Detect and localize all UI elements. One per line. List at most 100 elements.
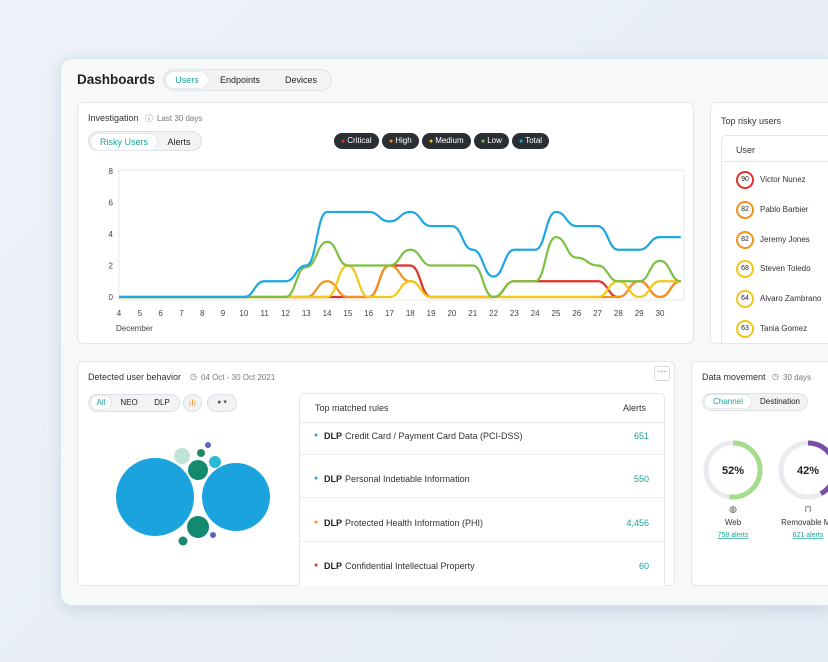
rule-name: Personal Indetiable Information — [345, 474, 470, 485]
legend-swatch: ● — [481, 138, 488, 145]
bubble — [187, 516, 209, 538]
bubble — [197, 449, 205, 457]
x-tick-label: 30 — [656, 309, 665, 318]
tab[interactable]: Channel — [705, 395, 751, 408]
tab[interactable]: All — [91, 396, 111, 409]
channel-name: Removable Me — [781, 518, 828, 527]
donut-label: 52% — [722, 465, 744, 477]
more-button[interactable]: ··· — [654, 366, 670, 381]
clock-icon: ◷ — [772, 372, 779, 381]
y-tick-label: 2 — [109, 262, 114, 271]
x-tick-label: 22 — [489, 309, 498, 318]
period: 30 days — [783, 373, 812, 382]
x-tick-label: 13 — [302, 309, 311, 318]
risk-score: 90 — [736, 171, 754, 189]
risk-score: 82 — [736, 200, 754, 219]
rule-tag: DLP — [324, 474, 342, 485]
legend-label: Medium — [435, 136, 464, 145]
bubble — [178, 536, 188, 546]
legend-label: Total — [525, 136, 543, 145]
tab[interactable]: Users — [166, 72, 208, 88]
user-name[interactable]: Alvaro Zambrano — [760, 294, 822, 304]
user-name[interactable]: Jeremy Jones — [760, 234, 810, 244]
risk-score: 63 — [736, 320, 754, 338]
x-axis-label: December — [116, 324, 153, 333]
panel-title: Investigation — [88, 113, 139, 123]
page-title: Dashboards — [77, 72, 156, 87]
y-tick-label: 6 — [109, 199, 114, 208]
risk-score: 68 — [736, 260, 754, 279]
bubbles — [116, 442, 270, 546]
tab[interactable]: NEO — [120, 398, 138, 407]
user-table — [721, 135, 828, 344]
risk-score: 82 — [736, 230, 754, 249]
rule-alerts: 4,456 — [626, 517, 649, 528]
rule-dot: ● — [314, 561, 319, 569]
bubble — [205, 442, 211, 448]
legend-item[interactable]: ● Low — [474, 133, 509, 149]
series-line — [119, 210, 681, 299]
dropdown[interactable]: ● ▾ — [207, 394, 237, 412]
legend-swatch: ● — [341, 138, 348, 145]
channel-alerts[interactable]: 758 alerts — [718, 532, 749, 539]
y-tick-label: 8 — [109, 167, 114, 176]
x-tick-label: 8 — [200, 309, 205, 318]
tab[interactable]: Risky Users — [91, 134, 157, 150]
x-tick-label: 7 — [179, 309, 184, 318]
rules-table — [299, 393, 665, 586]
user-name[interactable]: Victor Nunez — [760, 175, 806, 184]
x-tick-label: 24 — [531, 309, 540, 318]
divider — [300, 422, 664, 423]
donut-label: 42% — [797, 465, 819, 477]
tab[interactable]: Endpoints — [219, 75, 261, 85]
channel-icon: ⊓ — [804, 504, 811, 514]
series-line — [119, 264, 681, 299]
rule-name: Credit Card / Payment Card Data (PCI-DSS… — [345, 431, 523, 441]
x-tick-label: 19 — [427, 309, 436, 318]
x-tick-label: 18 — [406, 309, 415, 318]
rule-alerts: 60 — [638, 560, 649, 571]
tab-bar: Users Endpoints Devices — [163, 69, 332, 91]
user-name[interactable]: Tania Gomez — [760, 324, 808, 333]
donut-arc — [703, 440, 763, 500]
x-tick-label: 14 — [323, 309, 332, 318]
x-tick-label: 25 — [552, 309, 561, 318]
legend-item[interactable]: ● High — [382, 133, 419, 149]
x-tick-label: 16 — [364, 309, 373, 318]
rule-tag: DLP — [324, 560, 342, 571]
legend-item[interactable]: ● Medium — [422, 133, 471, 149]
channel-icon: ◍ — [729, 504, 737, 514]
bubble — [210, 532, 216, 538]
channel-alerts[interactable]: 621 alerts — [793, 532, 824, 539]
tab[interactable]: Alerts — [167, 137, 191, 147]
channel-name: Web — [725, 518, 742, 527]
tab[interactable]: Destination — [759, 397, 801, 406]
column-header: Alerts — [623, 403, 647, 413]
toggle: Channel Destination — [702, 393, 808, 411]
period: 04 Oct - 30 Oct 2021 — [201, 373, 276, 382]
sound-filter[interactable]: ıIı — [183, 394, 202, 412]
x-tick-label: 15 — [343, 309, 352, 318]
period: Last 30 days — [157, 114, 203, 123]
rule-name: Confidential Intellectual Property — [345, 560, 475, 571]
x-tick-label: 6 — [158, 309, 163, 318]
info-icon: ⓘ — [145, 114, 153, 123]
toggle: Risky Users Alerts — [88, 131, 202, 151]
legend-label: Low — [487, 136, 502, 145]
bubble — [116, 458, 194, 536]
x-tick-label: 20 — [447, 309, 456, 318]
column-header: Top matched rules — [315, 403, 389, 413]
user-name[interactable]: Pablo Barbier — [760, 204, 809, 214]
legend-item[interactable]: ● Critical — [334, 133, 379, 149]
x-tick-label: 12 — [281, 309, 290, 318]
x-tick-label: 9 — [221, 309, 226, 318]
divider — [300, 497, 664, 499]
y-tick-label: 4 — [109, 230, 114, 239]
panel-title: Data movement — [702, 372, 766, 382]
tab[interactable]: DLP — [154, 398, 170, 407]
user-name[interactable]: Steven Toledo — [760, 264, 811, 274]
legend-item[interactable]: ● Total — [512, 133, 550, 149]
tab[interactable]: Devices — [284, 75, 317, 85]
